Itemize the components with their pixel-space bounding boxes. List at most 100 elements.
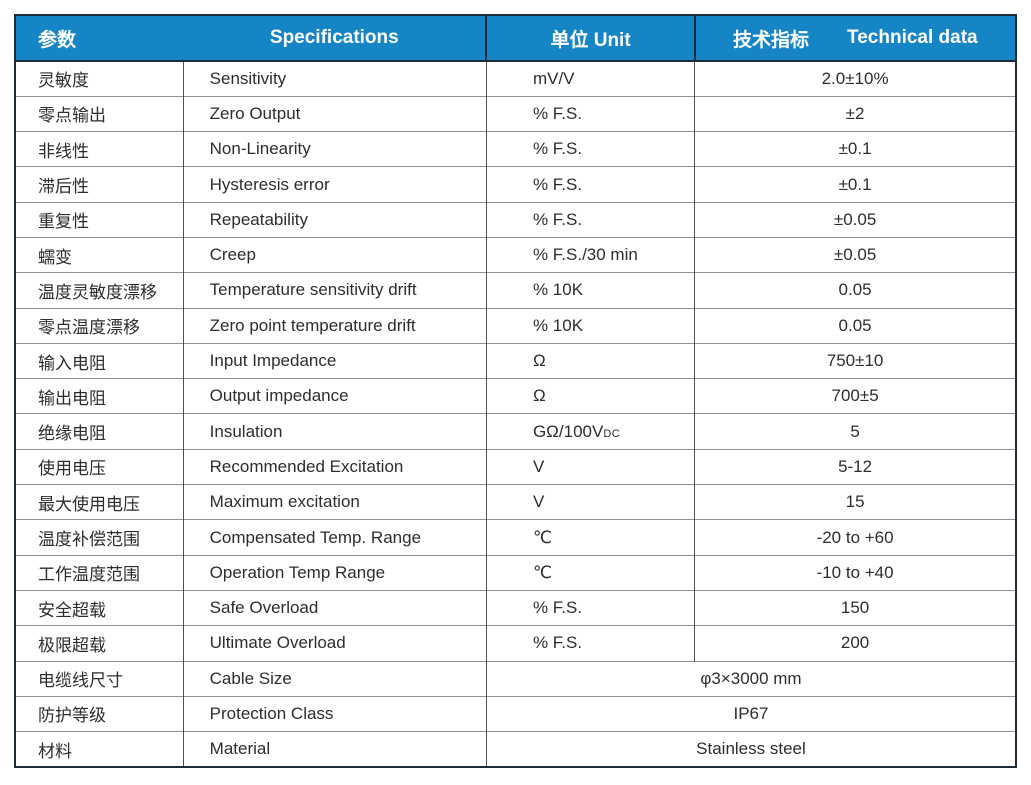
param-cell: 滞后性 [15,166,184,203]
param-cell: 安全超载 [15,589,184,626]
header-parameters: 参数 [15,15,184,62]
value-cell: 750±10 [694,342,1016,379]
spec-cell: Maximum excitation [182,484,487,520]
spec-cell: Ultimate Overload [182,625,487,662]
table-row: 滞后性 Hysteresis error% F.S. ±0.1 [15,166,1016,203]
unit-cell: ℃ [485,554,695,591]
table-row: 输出电阻 Output impedance Ω 700±5 [15,378,1016,414]
spec-cell: Compensated Temp. Range [182,519,487,556]
spec-cell: Zero point temperature drift [182,307,487,344]
spec-cell: Operation Temp Range [182,554,487,591]
merged-value-cell: IP67 [485,695,1016,732]
header-specifications: Specifications [183,15,487,62]
table-row: 温度灵敏度漂移 Temperature sensitivity drift% 10… [15,272,1016,309]
header-technical-data-en: Technical data [847,27,978,48]
value-cell: ±0.05 [694,236,1016,273]
param-cell: 灵敏度 [38,71,89,91]
table-row: 极限超载 Ultimate Overload% F.S. 200 [15,625,1016,662]
table-row: 温度补偿范围 Compensated Temp. Range ℃ -20 to +60 [15,519,1016,556]
value-cell: 2.0±10% [694,61,1016,97]
merged-value-cell: Stainless steel [485,731,1016,767]
merged-value-cell: φ3×3000 mm [485,660,1016,697]
table-row: 绝缘电阻 Insulation GΩ/100VDC 5 [15,413,1016,450]
table-row: 输入电阻 Input Impedance Ω 750±10 [15,342,1016,379]
table-row: 使用电压 Recommended Excitation V 5-12 [15,448,1016,485]
unit-cell: V [485,448,695,485]
spec-table: 参数 Specifications 单位 Unit 技术指标 Technical… [14,14,1017,768]
unit-cell: % F.S. [485,166,695,203]
value-cell: ±0.1 [694,131,1016,167]
value-cell: 15 [694,484,1016,520]
param-cell: 材料 [15,731,184,767]
table-row: 零点温度漂移 Zero point temperature drift% 10K 0… [15,307,1016,344]
spec-cell: Recommended Excitation [182,448,487,485]
spec-cell: Safe Overload [182,589,487,626]
unit-cell: Ω [485,342,695,379]
value-cell: -20 to +60 [694,519,1016,556]
table-row: 灵敏度 Sensitivity mV/V 2.0±10% [15,61,1016,97]
spec-cell: Insulation [182,413,487,450]
param-cell: 温度补偿范围 [15,519,184,556]
unit-cell: % F.S. [485,201,695,238]
spec-cell: Temperature sensitivity drift [182,272,487,309]
spec-cell: Sensitivity [182,61,487,97]
unit-cell: % F.S. [485,131,695,167]
table-row: 蠕变 Creep% F.S./30 min ±0.05 [15,236,1016,273]
param-cell: 最大使用电压 [15,484,184,520]
unit-cell: % F.S. [485,625,695,662]
spec-cell: Material [182,731,487,767]
unit-subscript: DC [603,427,621,440]
param-cell: 使用电压 [15,448,184,485]
spec-cell: Hysteresis error [182,166,487,203]
spec-cell: Creep [182,236,487,273]
value-cell: ±2 [694,95,1016,132]
value-cell: 0.05 [694,272,1016,309]
unit-cell: % F.S./30 min [485,236,695,273]
value-cell: 0.05 [694,307,1016,344]
value-cell: 5 [694,413,1016,450]
table-row: 工作温度范围 Operation Temp Range ℃ -10 to +40 [15,554,1016,591]
param-cell: 工作温度范围 [15,554,184,591]
value-cell: -10 to +40 [694,554,1016,591]
spec-table-body: 灵敏度 Sensitivity mV/V 2.0±10% 零点输出 Zero Output… [15,61,1016,767]
param-cell: 防护等级 [15,695,184,732]
table-row: 最大使用电压 Maximum excitation V 15 [15,484,1016,520]
param-cell: 绝缘电阻 [15,413,184,450]
value-cell: 700±5 [694,378,1016,414]
table-row: 防护等级 Protection Class IP67 [15,695,1016,732]
value-cell: ±0.1 [694,166,1016,203]
table-header: 参数 Specifications 单位 Unit 技术指标 Technical… [15,15,1016,62]
param-cell: 电缆线尺寸 [15,660,184,697]
param-cell: 蠕变 [15,236,184,273]
unit-cell: Ω [485,378,695,414]
table-row: 安全超载 Safe Overload% F.S. 150 [15,589,1016,626]
spec-cell: Input Impedance [182,342,487,379]
table-row: 非线性 Non-Linearity% F.S. ±0.1 [15,131,1016,167]
param-cell: 重复性 [15,201,184,238]
unit-cell: V [485,484,695,520]
value-cell: 5-12 [694,448,1016,485]
spec-cell: Protection Class [182,695,487,732]
param-cell: 零点温度漂移 [15,307,184,344]
spec-cell: Cable Size [182,660,487,697]
unit-cell: % F.S. [485,589,695,626]
unit-cell: % 10K [485,272,695,309]
unit-cell: GΩ/100VDC [485,413,695,450]
param-cell: 非线性 [15,131,184,167]
param-cell: 温度灵敏度漂移 [15,272,184,309]
spec-cell: Repeatability [182,201,487,238]
param-cell: 极限超载 [15,625,184,662]
value-cell: ±0.05 [694,201,1016,238]
spec-cell: Zero Output [182,95,487,132]
spec-cell: Non-Linearity [182,131,487,167]
param-cell: 零点输出 [15,95,184,132]
header-technical-data-zh: 技术指标 [733,29,810,51]
spec-cell: Output impedance [182,378,487,414]
table-row: 重复性 Repeatability% F.S. ±0.05 [15,201,1016,238]
unit-cell: % F.S. [485,95,695,132]
unit-cell: % 10K [485,307,695,344]
header-unit: 单位 Unit [485,15,695,62]
value-cell: 200 [694,625,1016,662]
table-row: 材料 Material Stainless steel [15,731,1016,767]
